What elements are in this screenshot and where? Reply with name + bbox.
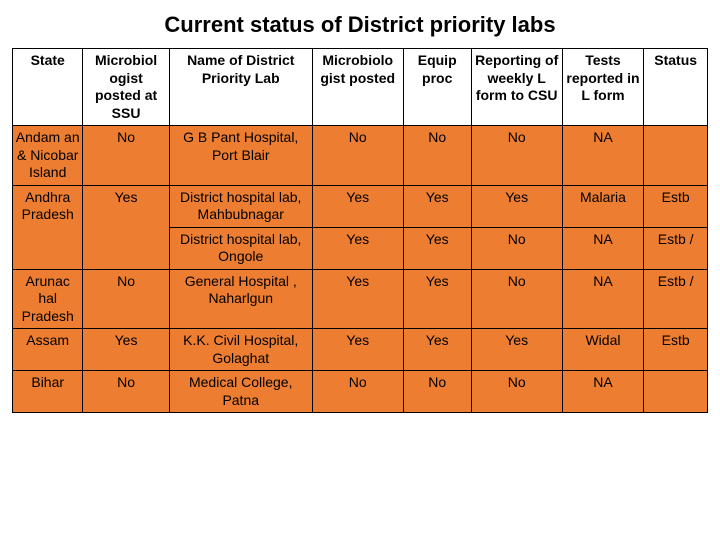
table-row: AssamYesK.K. Civil Hospital, GolaghatYes… xyxy=(13,329,708,371)
col-tests: Tests reported in L form xyxy=(562,49,644,126)
cell-equip: Yes xyxy=(403,185,471,227)
cell-tests: Malaria xyxy=(562,185,644,227)
cell-state: Arunac hal Pradesh xyxy=(13,269,83,329)
cell-lab: District hospital lab, Mahbubnagar xyxy=(169,185,312,227)
cell-equip: Yes xyxy=(403,329,471,371)
cell-status xyxy=(644,371,708,413)
cell-ssu: No xyxy=(83,269,169,329)
cell-lab: G B Pant Hospital, Port Blair xyxy=(169,126,312,186)
cell-state: Andam an & Nicobar Island xyxy=(13,126,83,186)
table-row: Andhra PradeshYesDistrict hospital lab, … xyxy=(13,185,708,227)
cell-lab: Medical College, Patna xyxy=(169,371,312,413)
table-header-row: State Microbiol ogist posted at SSU Name… xyxy=(13,49,708,126)
cell-equip: No xyxy=(403,371,471,413)
cell-lab: General Hospital , Naharlgun xyxy=(169,269,312,329)
cell-rep: No xyxy=(471,269,562,329)
col-lab: Name of District Priority Lab xyxy=(169,49,312,126)
cell-ssu: No xyxy=(83,371,169,413)
table-row: BiharNoMedical College, PatnaNoNoNoNA xyxy=(13,371,708,413)
cell-rep: No xyxy=(471,371,562,413)
cell-posted: Yes xyxy=(312,185,403,227)
cell-state: Bihar xyxy=(13,371,83,413)
cell-tests: NA xyxy=(562,126,644,186)
cell-state: Andhra Pradesh xyxy=(13,185,83,269)
status-table: State Microbiol ogist posted at SSU Name… xyxy=(12,48,708,413)
cell-ssu: Yes xyxy=(83,185,169,269)
col-ssu: Microbiol ogist posted at SSU xyxy=(83,49,169,126)
cell-status: Estb / xyxy=(644,269,708,329)
cell-posted: Yes xyxy=(312,227,403,269)
cell-status: Estb xyxy=(644,329,708,371)
col-equip: Equip proc xyxy=(403,49,471,126)
cell-tests: Widal xyxy=(562,329,644,371)
cell-tests: NA xyxy=(562,269,644,329)
cell-status: Estb xyxy=(644,185,708,227)
table-row: Andam an & Nicobar IslandNoG B Pant Hosp… xyxy=(13,126,708,186)
cell-tests: NA xyxy=(562,227,644,269)
cell-status xyxy=(644,126,708,186)
cell-equip: Yes xyxy=(403,227,471,269)
col-posted: Microbiolo gist posted xyxy=(312,49,403,126)
cell-tests: NA xyxy=(562,371,644,413)
cell-rep: Yes xyxy=(471,329,562,371)
cell-rep: No xyxy=(471,227,562,269)
cell-status: Estb / xyxy=(644,227,708,269)
cell-posted: No xyxy=(312,126,403,186)
cell-lab: District hospital lab, Ongole xyxy=(169,227,312,269)
cell-lab: K.K. Civil Hospital, Golaghat xyxy=(169,329,312,371)
table-body: Andam an & Nicobar IslandNoG B Pant Hosp… xyxy=(13,126,708,413)
cell-posted: Yes xyxy=(312,269,403,329)
table-row: Arunac hal PradeshNoGeneral Hospital , N… xyxy=(13,269,708,329)
cell-equip: Yes xyxy=(403,269,471,329)
cell-state: Assam xyxy=(13,329,83,371)
cell-posted: No xyxy=(312,371,403,413)
cell-rep: Yes xyxy=(471,185,562,227)
page-title: Current status of District priority labs xyxy=(0,0,720,48)
col-status: Status xyxy=(644,49,708,126)
cell-equip: No xyxy=(403,126,471,186)
cell-ssu: Yes xyxy=(83,329,169,371)
cell-rep: No xyxy=(471,126,562,186)
col-state: State xyxy=(13,49,83,126)
cell-posted: Yes xyxy=(312,329,403,371)
col-rep: Reporting of weekly L form to CSU xyxy=(471,49,562,126)
cell-ssu: No xyxy=(83,126,169,186)
